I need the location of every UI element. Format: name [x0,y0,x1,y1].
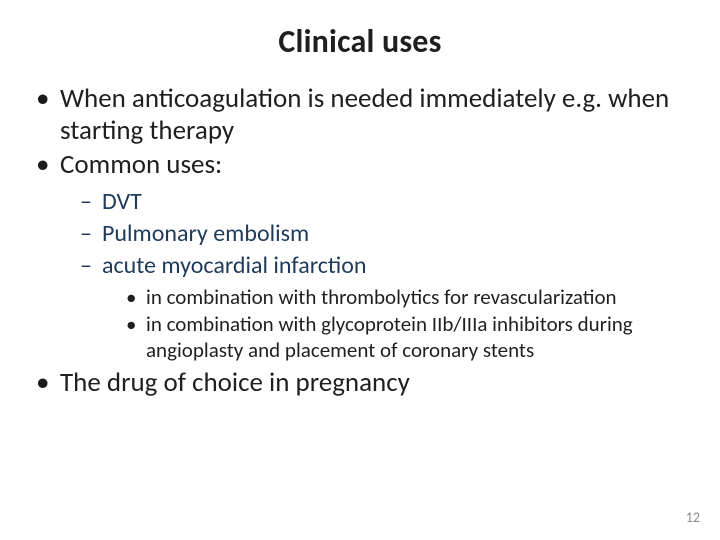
bullet-item: When anticoagulation is needed immediate… [34,83,692,147]
page-number: 12 [686,509,700,526]
bullet-item: in combination with thrombolytics for re… [126,285,692,311]
bullet-text: The drug of choice in pregnancy [60,366,410,399]
bullet-text: When anticoagulation is needed immediate… [60,82,669,147]
bullet-item: acute myocardial infarction in combinati… [80,251,692,364]
bullet-item: DVT [80,187,692,217]
slide-title: Clinical uses [28,22,692,61]
bullet-list-level3: in combination with thrombolytics for re… [126,285,692,364]
bullet-text: in combination with thrombolytics for re… [146,284,617,310]
bullet-text: Pulmonary embolism [102,219,309,248]
bullet-item: Common uses: DVT Pulmonary embolism acut… [34,149,692,364]
bullet-item: The drug of choice in pregnancy [34,367,692,399]
bullet-item: in combination with glycoprotein IIb/III… [126,312,692,363]
bullet-list-level1: When anticoagulation is needed immediate… [34,83,692,399]
bullet-text: DVT [102,187,142,216]
bullet-text: in combination with glycoprotein IIb/III… [146,311,633,363]
bullet-list-level2: DVT Pulmonary embolism acute myocardial … [80,187,692,364]
bullet-text: Common uses: [60,148,222,181]
bullet-item: Pulmonary embolism [80,219,692,249]
slide: Clinical uses When anticoagulation is ne… [0,0,720,540]
bullet-text: acute myocardial infarction [102,251,367,280]
